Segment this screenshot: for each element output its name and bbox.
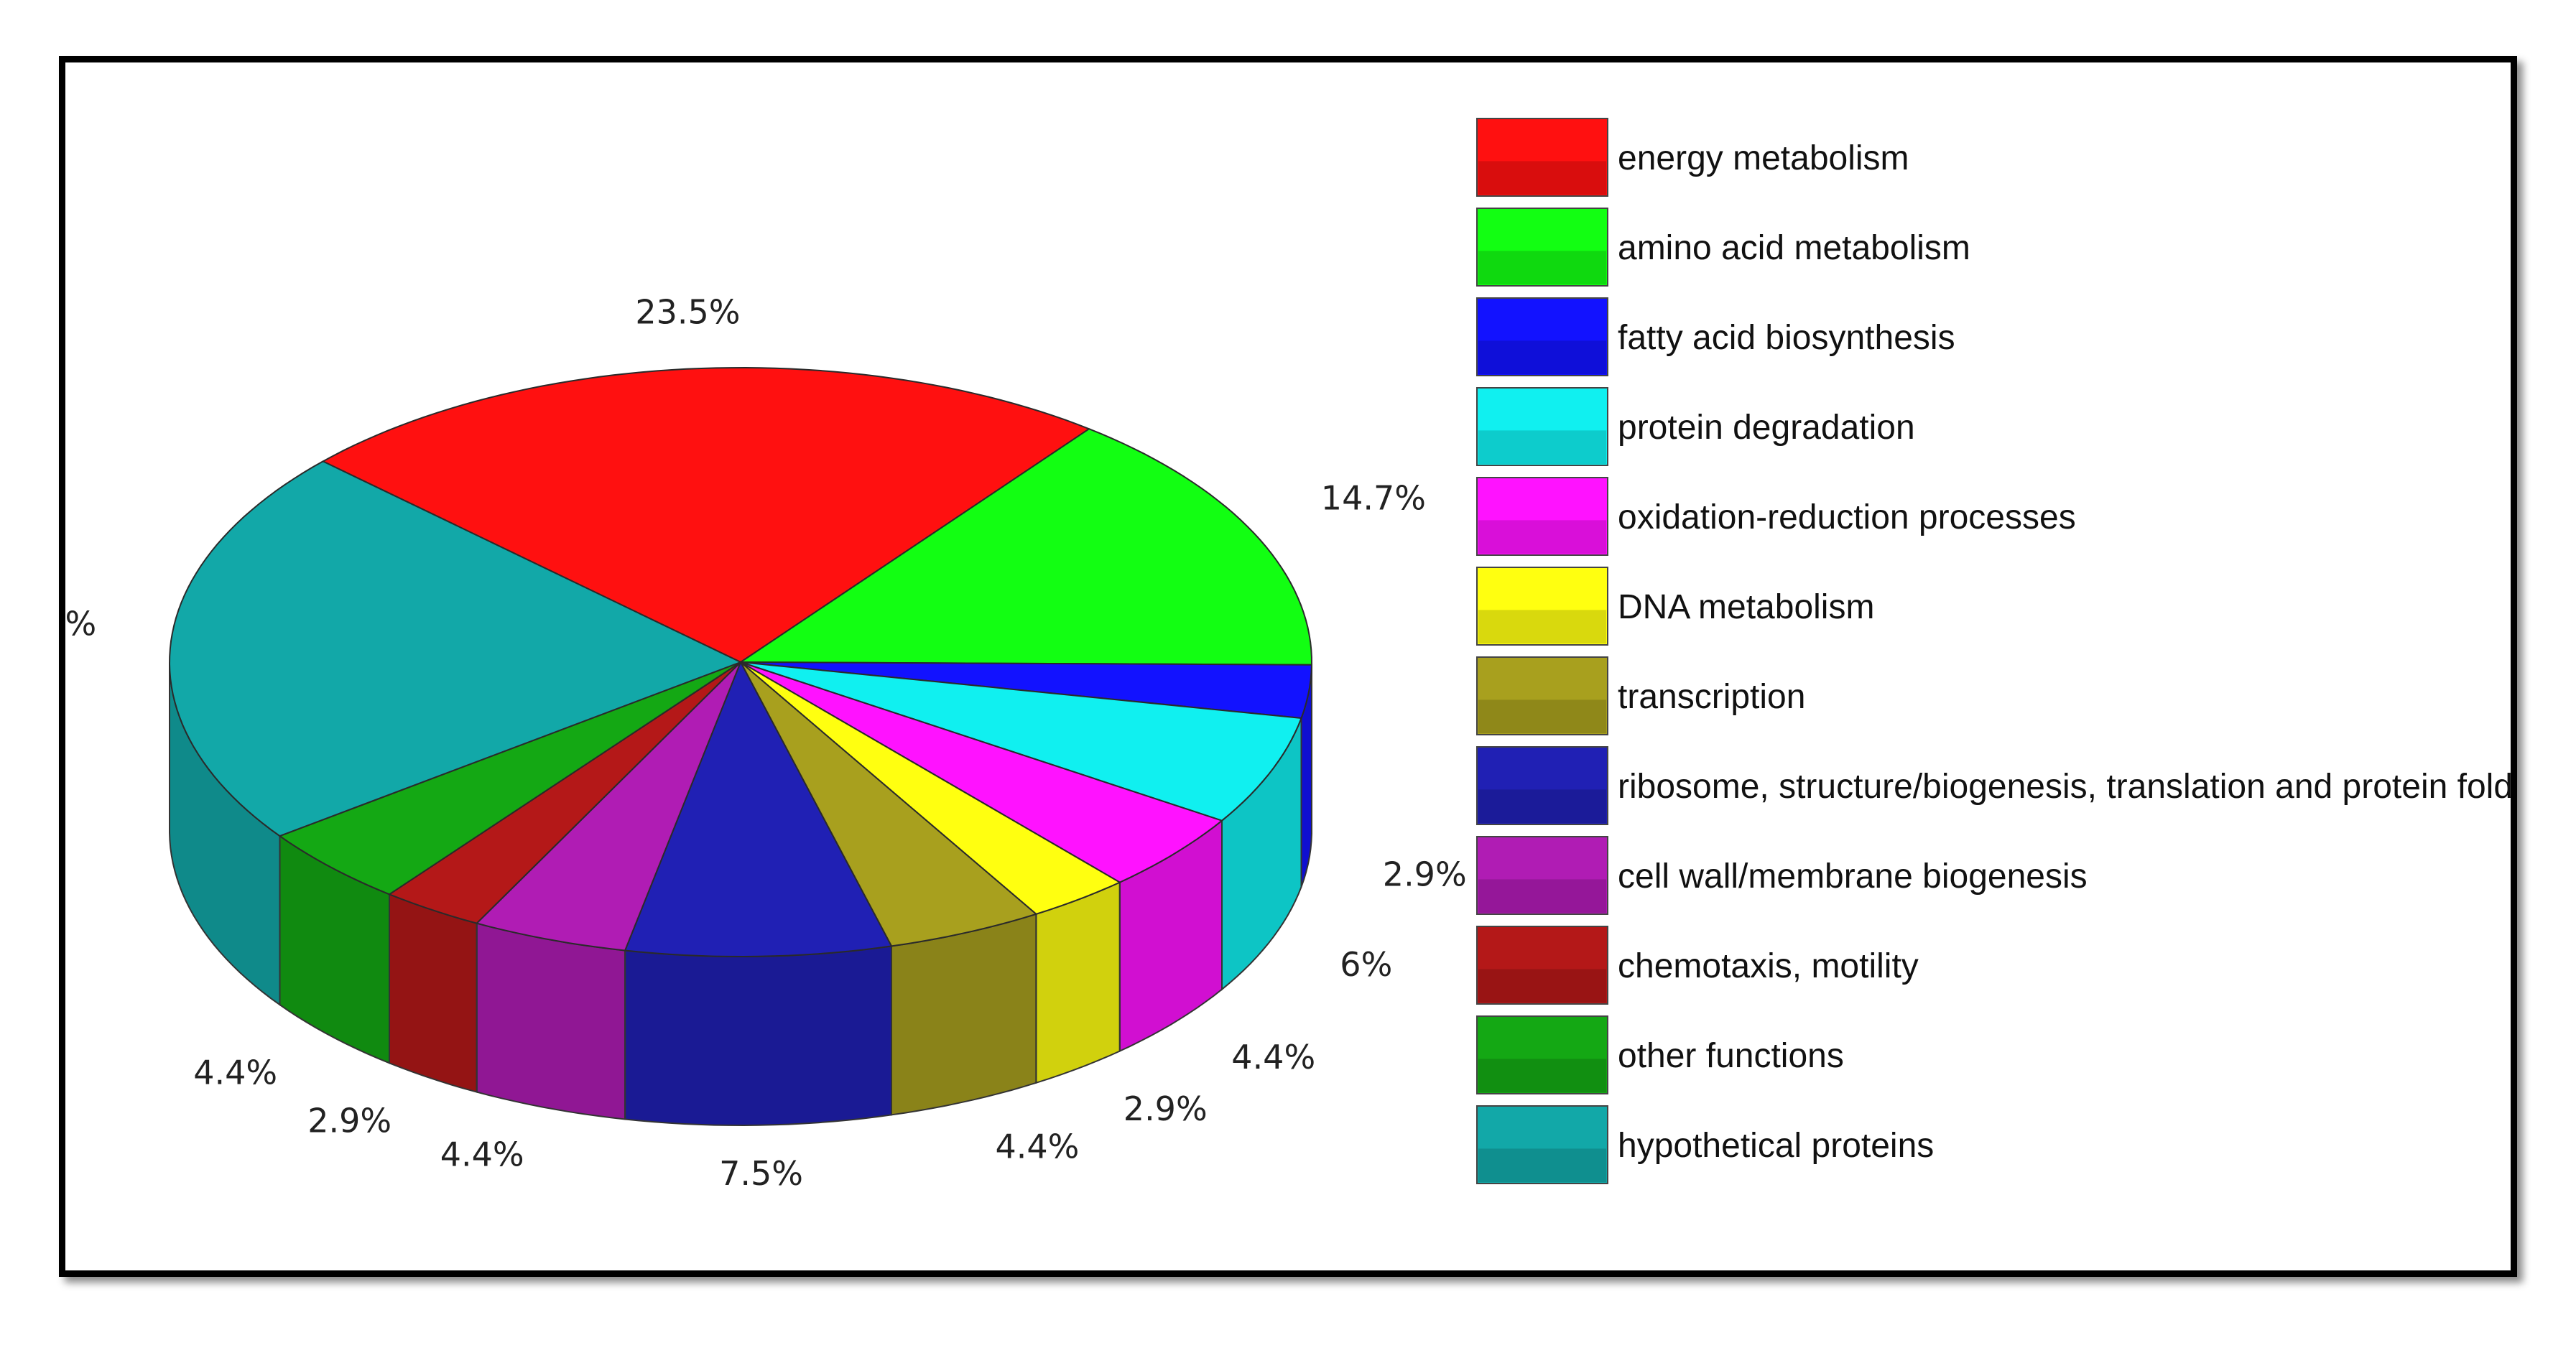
pie-side-ribosome-structure-biogenesis-translation-and-protein-folding <box>624 945 892 1127</box>
legend-swatch <box>1476 656 1608 735</box>
legend-swatch-shade <box>1478 1148 1606 1182</box>
pie-value-labels: 23.5% 14.7% 2.9% 6% 4.4% 2.9% 4.4% 7.5% 4.4% 2.9%… <box>65 292 1467 1193</box>
value-label-energy-metabolism: 23.5% <box>635 292 740 331</box>
pie-slice-protein-degradation <box>740 661 1302 822</box>
legend-label: energy metabolism <box>1618 139 1909 177</box>
legend-item-fatty-acid-biosynthesis: fatty acid biosynthesis <box>1476 297 1955 376</box>
pie-side-cell-wall-membrane-biogenesis <box>476 922 626 1120</box>
value-label-transcription: 4.4% <box>996 1128 1080 1166</box>
pie-slice-cell-wall-membrane-biogenesis <box>475 661 741 952</box>
pie-side-dna-metabolism <box>1035 881 1121 1084</box>
value-label-fatty-acid-biosynthesis: 2.9% <box>1383 855 1467 893</box>
legend-item-protein-degradation: protein degradation <box>1476 387 1915 466</box>
legend-swatch <box>1476 477 1608 556</box>
value-label-ribosome-structure-biogenesis-translation-and-protein-folding: 7.5% <box>719 1154 803 1193</box>
value-label-amino-acid-metabolism: 14.7% <box>1321 478 1426 517</box>
legend-swatch-shade <box>1478 1059 1606 1092</box>
legend-swatch <box>1476 297 1608 376</box>
pie-chart: 23.5% 14.7% 2.9% 6% 4.4% 2.9% 4.4% 7.5% 4.4% 2.9%… <box>65 118 2511 1193</box>
legend-swatch-shade <box>1478 789 1606 823</box>
legend-item-cell-wall-membrane-biogenesis: cell wall/membrane biogenesis <box>1476 836 2088 915</box>
legend-swatch <box>1476 118 1608 197</box>
legend-swatch-shade <box>1478 969 1606 1003</box>
legend-swatch <box>1476 836 1608 915</box>
value-label-oxidation-reduction-processes: 4.4% <box>1231 1038 1315 1077</box>
pie-slice-other-functions <box>278 661 741 896</box>
legend-swatch-shade <box>1478 430 1606 464</box>
legend-swatch <box>1476 1015 1608 1094</box>
legend-item-other-functions: other functions <box>1476 1015 1844 1094</box>
legend-label: transcription <box>1618 678 1805 716</box>
legend-label: ribosome, structure/biogenesis, translat… <box>1618 768 2511 806</box>
legend-item-transcription: transcription <box>1476 656 1805 735</box>
legend-item-dna-metabolism: DNA metabolism <box>1476 567 1874 646</box>
legend-swatch <box>1476 926 1608 1005</box>
legend-swatch-shade <box>1478 520 1606 554</box>
legend-label: fatty acid biosynthesis <box>1618 319 1955 357</box>
legend-label: amino acid metabolism <box>1618 229 1970 267</box>
pie-tops <box>168 366 1313 958</box>
legend-swatch <box>1476 567 1608 646</box>
legend-label: chemotaxis, motility <box>1618 947 1919 985</box>
legend: energy metabolism amino acid metabolism fa… <box>1476 118 2511 1184</box>
legend-swatch-shade <box>1478 161 1606 195</box>
legend-label: hypothetical proteins <box>1618 1127 1934 1165</box>
value-label-hypothetical-proteins: 22.0% <box>65 605 96 643</box>
legend-swatch-shade <box>1478 610 1606 643</box>
value-label-protein-degradation: 6% <box>1340 945 1392 984</box>
legend-item-hypothetical-proteins: hypothetical proteins <box>1476 1105 1934 1184</box>
value-label-other-functions: 4.4% <box>193 1054 277 1092</box>
legend-swatch <box>1476 387 1608 466</box>
legend-swatch <box>1476 208 1608 287</box>
pie-slice-dna-metabolism <box>740 661 1121 915</box>
legend-swatch-shade <box>1478 699 1606 733</box>
pie-slice-chemotaxis-motility <box>387 661 741 924</box>
value-label-dna-metabolism: 2.9% <box>1123 1089 1208 1128</box>
chart-frame: 23.5% 14.7% 2.9% 6% 4.4% 2.9% 4.4% 7.5% 4.4% 2.9%… <box>59 56 2517 1277</box>
legend-item-oxidation-reduction-processes: oxidation-reduction processes <box>1476 477 2076 556</box>
pie-slice-hypothetical-proteins <box>168 460 743 837</box>
pie-slice-oxidation-reduction-processes <box>740 661 1224 883</box>
legend-swatch <box>1476 1105 1608 1184</box>
legend-swatch-shade <box>1478 340 1606 374</box>
legend-item-ribosome-structure-biogenesis-translation-and-protein-folding: ribosome, structure/biogenesis, translat… <box>1476 746 2511 825</box>
legend-item-amino-acid-metabolism: amino acid metabolism <box>1476 208 1970 287</box>
legend-label: DNA metabolism <box>1618 588 1874 626</box>
pie-side-chemotaxis-motility <box>389 893 478 1093</box>
pie-slice-ribosome-structure-biogenesis-translation-and-protein-folding <box>624 660 893 958</box>
legend-label: oxidation-reduction processes <box>1618 498 2076 536</box>
pie-slice-transcription <box>740 661 1038 947</box>
value-label-chemotaxis-motility: 2.9% <box>307 1102 392 1140</box>
legend-item-chemotaxis-motility: chemotaxis, motility <box>1476 926 1919 1005</box>
legend-label: cell wall/membrane biogenesis <box>1618 857 2088 896</box>
legend-label: protein degradation <box>1618 409 1915 447</box>
pie-side-transcription <box>891 913 1037 1116</box>
legend-swatch <box>1476 746 1608 825</box>
value-label-cell-wall-membrane-biogenesis: 4.4% <box>440 1135 524 1174</box>
legend-swatch-shade <box>1478 251 1606 284</box>
pie-slice-amino-acid-metabolism <box>738 428 1313 666</box>
legend-item-energy-metabolism: energy metabolism <box>1476 118 1909 197</box>
legend-label: other functions <box>1618 1037 1844 1075</box>
pie-slice-energy-metabolism <box>321 366 1091 664</box>
legend-swatch-shade <box>1478 879 1606 913</box>
